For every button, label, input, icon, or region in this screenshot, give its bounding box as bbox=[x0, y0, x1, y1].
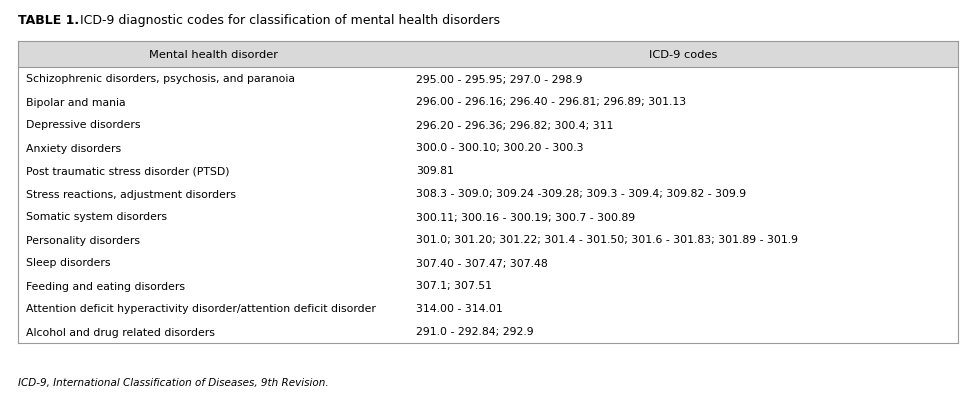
Text: Mental health disorder: Mental health disorder bbox=[149, 50, 278, 60]
Bar bbox=[18, 42, 958, 68]
Text: Post traumatic stress disorder (PTSD): Post traumatic stress disorder (PTSD) bbox=[26, 166, 229, 176]
Text: TABLE 1.: TABLE 1. bbox=[18, 14, 79, 27]
Text: Somatic system disorders: Somatic system disorders bbox=[26, 212, 167, 222]
Text: Bipolar and mania: Bipolar and mania bbox=[26, 97, 125, 107]
Text: ICD-9, International Classification of Diseases, 9th Revision.: ICD-9, International Classification of D… bbox=[18, 377, 329, 387]
Text: 296.20 - 296.36; 296.82; 300.4; 311: 296.20 - 296.36; 296.82; 300.4; 311 bbox=[416, 120, 613, 130]
Text: ICD-9 diagnostic codes for classification of mental health disorders: ICD-9 diagnostic codes for classificatio… bbox=[76, 14, 500, 27]
Text: Depressive disorders: Depressive disorders bbox=[26, 120, 141, 130]
Text: Schizophrenic disorders, psychosis, and paranoia: Schizophrenic disorders, psychosis, and … bbox=[26, 74, 295, 84]
Text: 309.81: 309.81 bbox=[416, 166, 454, 176]
Text: Feeding and eating disorders: Feeding and eating disorders bbox=[26, 281, 185, 291]
Text: 307.1; 307.51: 307.1; 307.51 bbox=[416, 281, 492, 291]
Text: Alcohol and drug related disorders: Alcohol and drug related disorders bbox=[26, 327, 215, 337]
Text: 314.00 - 314.01: 314.00 - 314.01 bbox=[416, 304, 503, 314]
Text: Anxiety disorders: Anxiety disorders bbox=[26, 143, 122, 153]
Text: 300.11; 300.16 - 300.19; 300.7 - 300.89: 300.11; 300.16 - 300.19; 300.7 - 300.89 bbox=[416, 212, 636, 222]
Text: 295.00 - 295.95; 297.0 - 298.9: 295.00 - 295.95; 297.0 - 298.9 bbox=[416, 74, 582, 84]
Text: Attention deficit hyperactivity disorder/attention deficit disorder: Attention deficit hyperactivity disorder… bbox=[26, 304, 376, 314]
Text: 300.0 - 300.10; 300.20 - 300.3: 300.0 - 300.10; 300.20 - 300.3 bbox=[416, 143, 583, 153]
Text: 301.0; 301.20; 301.22; 301.4 - 301.50; 301.6 - 301.83; 301.89 - 301.9: 301.0; 301.20; 301.22; 301.4 - 301.50; 3… bbox=[416, 235, 798, 245]
Text: ICD-9 codes: ICD-9 codes bbox=[649, 50, 717, 60]
Text: 291.0 - 292.84; 292.9: 291.0 - 292.84; 292.9 bbox=[416, 327, 534, 337]
Text: 296.00 - 296.16; 296.40 - 296.81; 296.89; 301.13: 296.00 - 296.16; 296.40 - 296.81; 296.89… bbox=[416, 97, 686, 107]
Text: 308.3 - 309.0; 309.24 -309.28; 309.3 - 309.4; 309.82 - 309.9: 308.3 - 309.0; 309.24 -309.28; 309.3 - 3… bbox=[416, 189, 746, 199]
Text: Personality disorders: Personality disorders bbox=[26, 235, 140, 245]
Text: Sleep disorders: Sleep disorders bbox=[26, 258, 111, 268]
Text: Stress reactions, adjustment disorders: Stress reactions, adjustment disorders bbox=[26, 189, 236, 199]
Text: 307.40 - 307.47; 307.48: 307.40 - 307.47; 307.48 bbox=[416, 258, 548, 268]
